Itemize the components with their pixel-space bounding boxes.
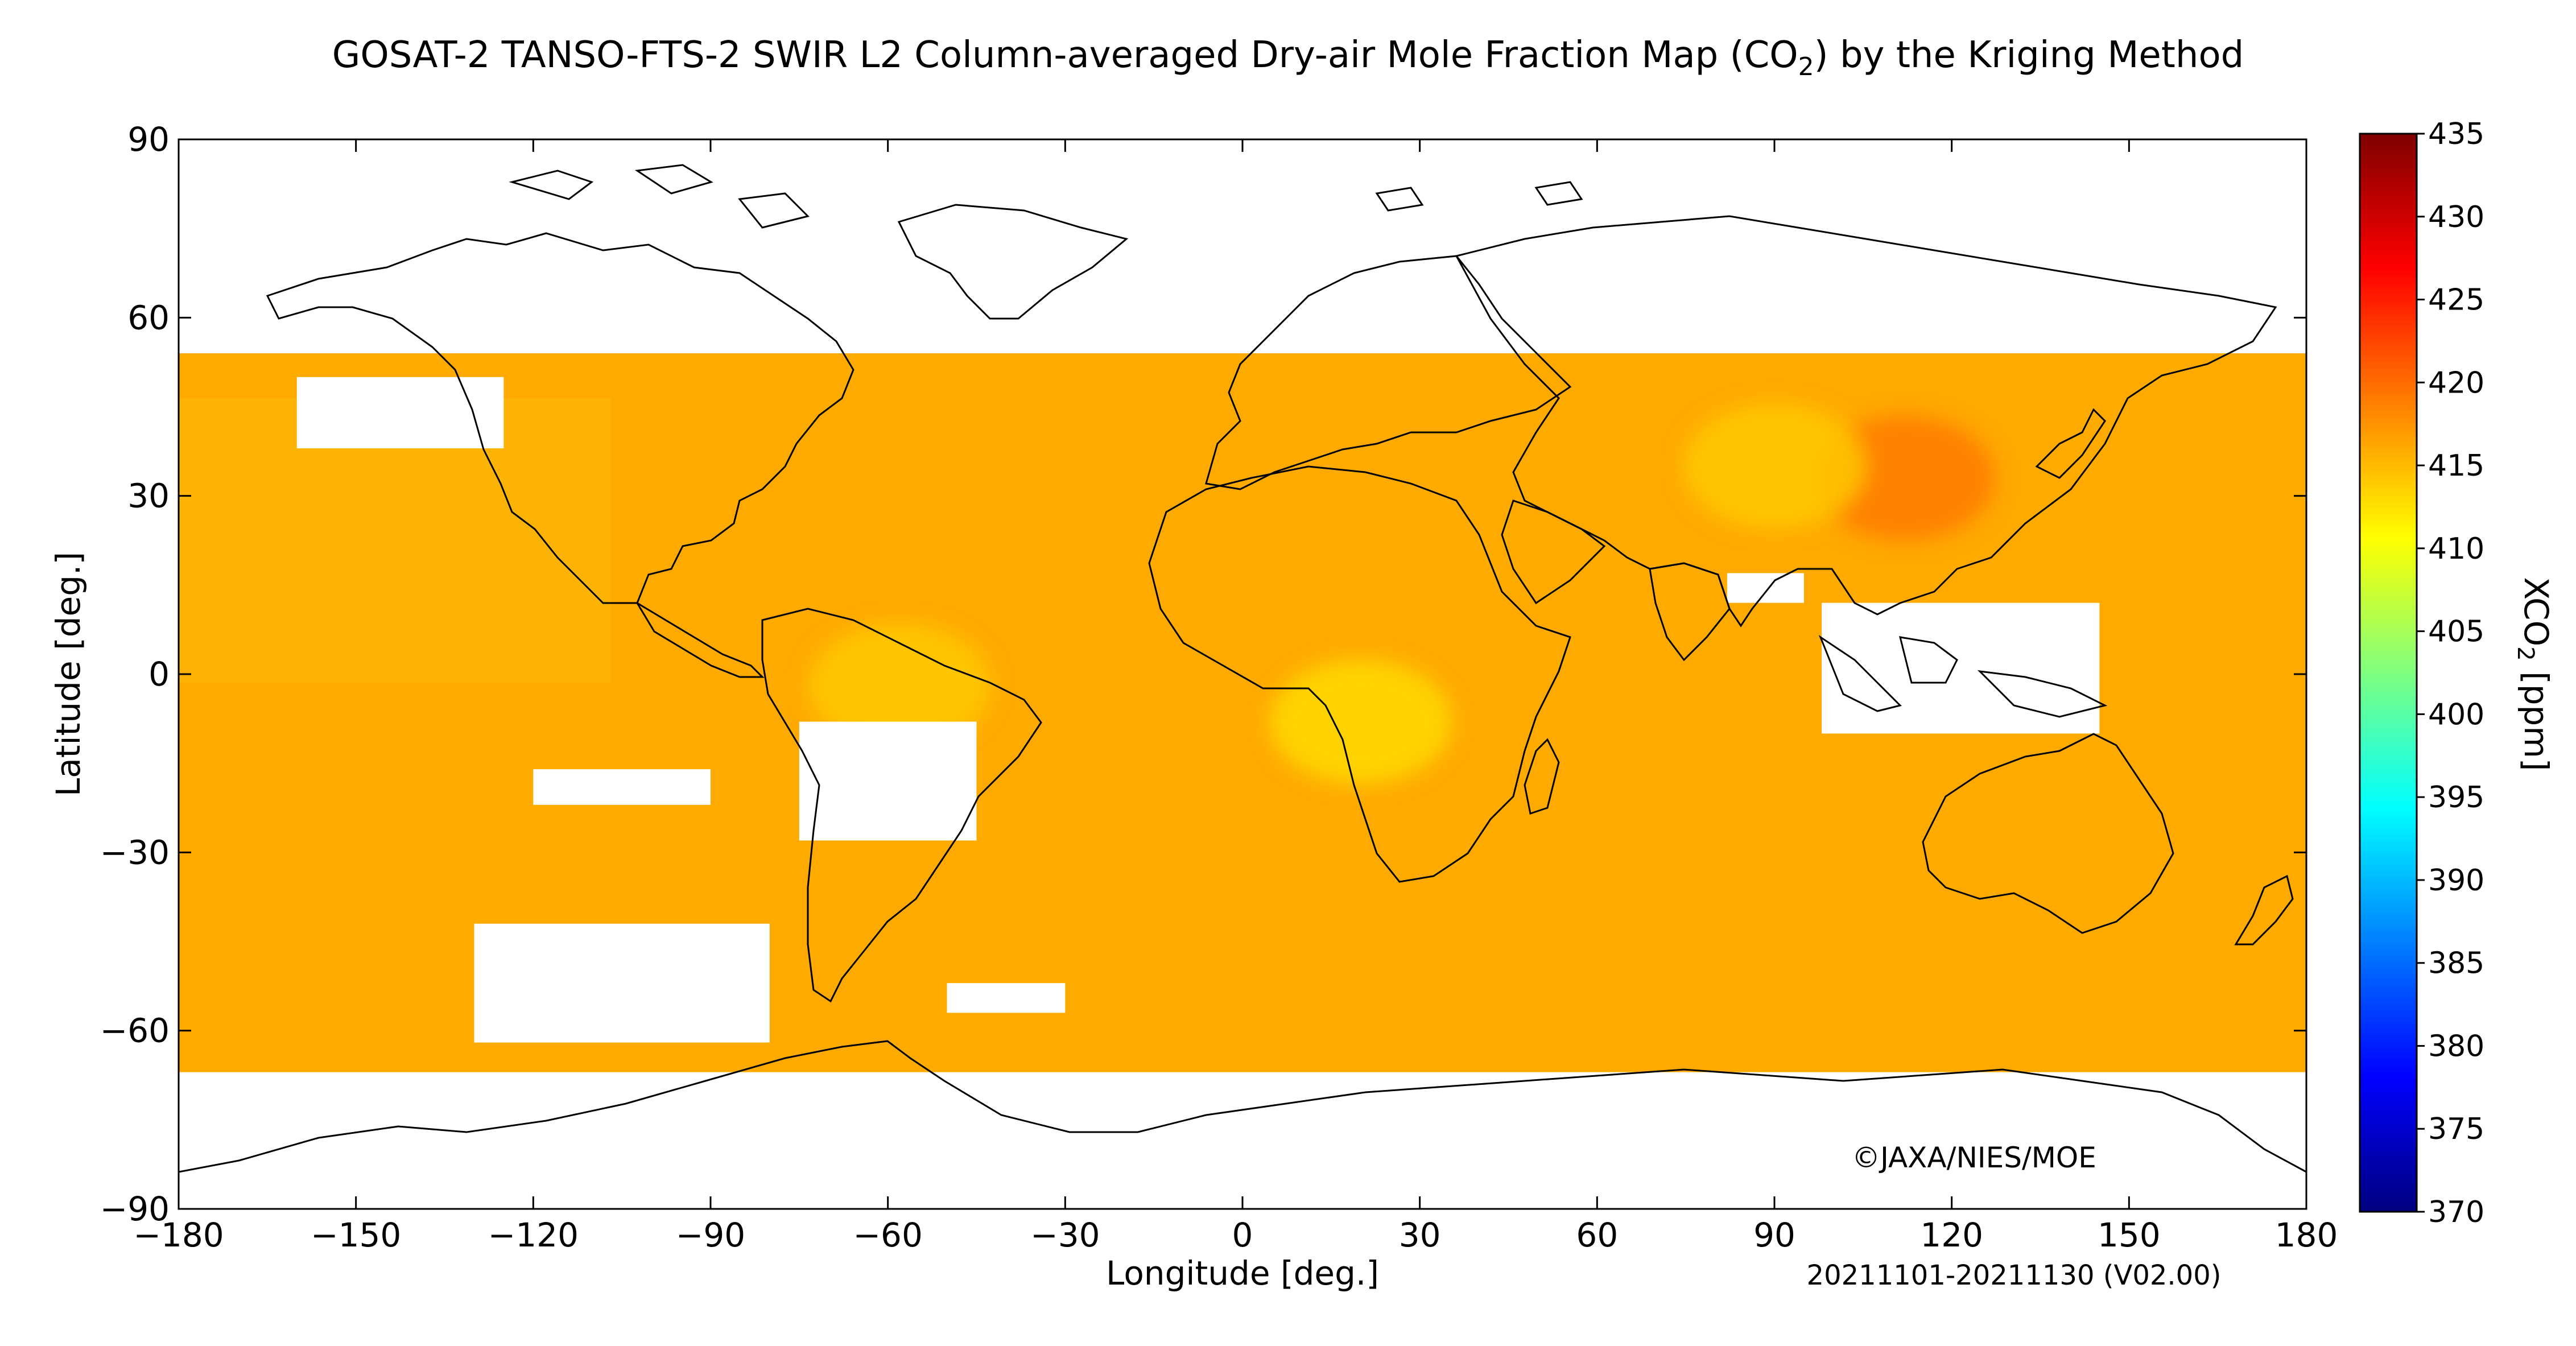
x-tick-label: −120	[488, 1216, 579, 1254]
coastline-new-zealand	[2234, 874, 2294, 945]
xco2-anomalies	[808, 403, 1996, 785]
missing-data-regions	[179, 139, 2306, 1209]
colorbar-tick-label: 375	[2428, 1112, 2484, 1146]
x-tick-label: 180	[2275, 1216, 2338, 1254]
y-tick-label: 60	[127, 298, 170, 337]
chart-title-end: ) by the Kriging Method	[1814, 34, 2244, 76]
coastline-europe	[1205, 255, 1572, 490]
xco2-anomaly	[808, 623, 991, 749]
missing-data-region	[179, 139, 2306, 353]
missing-data-region	[947, 983, 1066, 1013]
coastline-central-america	[636, 602, 765, 678]
xco2-anomaly	[1269, 659, 1452, 785]
colorbar-tick-label: 395	[2428, 781, 2484, 815]
chart-title-subscript: 2	[1798, 52, 1814, 81]
coastline-arabia	[1501, 499, 1606, 605]
y-tick-label: 30	[127, 477, 170, 515]
x-axis-ticks: −180 −150 −120 −90 −60 −30 0 30 60 90 120 150 180	[133, 139, 2338, 1254]
colorbar-tick-label: 385	[2428, 947, 2484, 981]
coastline-japan	[2035, 408, 2106, 479]
period-label: 20211101-20211130 (V02.00)	[1807, 1260, 2222, 1291]
y-tick-label: 0	[148, 655, 170, 693]
missing-data-region	[296, 377, 504, 449]
colorbar-tick-label: 435	[2428, 117, 2484, 151]
missing-data-region	[474, 923, 770, 1043]
x-tick-label: 0	[1232, 1216, 1253, 1254]
coastline-south-america	[761, 608, 1042, 1003]
x-tick-label: −60	[853, 1216, 922, 1254]
coastline-north-america	[266, 232, 854, 604]
map-area	[177, 138, 2307, 1210]
xco2-anomaly	[1683, 403, 1865, 529]
colorbar-gradient	[2359, 133, 2418, 1213]
missing-data-region	[533, 769, 711, 805]
x-tick-label: −30	[1030, 1216, 1100, 1254]
colorbar-tick-label: 420	[2428, 366, 2484, 400]
colorbar-tick-label: 425	[2428, 283, 2484, 317]
x-tick-label: −180	[133, 1216, 224, 1254]
colorbar-tick-label: 430	[2428, 200, 2484, 234]
coastline-arctic-islands	[509, 164, 1583, 229]
x-tick-label: 30	[1399, 1216, 1441, 1254]
coastline-maritime-continent	[1818, 635, 2108, 718]
coastline-antarctica	[179, 1040, 2306, 1173]
x-axis-label: Longitude [deg.]	[1106, 1254, 1379, 1293]
colorbar-label-subscript: 2	[2512, 646, 2538, 660]
chart-title: GOSAT-2 TANSO-FTS-2 SWIR L2 Column-avera…	[332, 34, 2244, 81]
colorbar-tick-label: 380	[2428, 1029, 2484, 1063]
x-tick-label: 90	[1753, 1216, 1795, 1254]
x-tick-label: 150	[2098, 1216, 2161, 1254]
colorbar-tick-label: 370	[2428, 1195, 2484, 1229]
copyright-notice: ©JAXA/NIES/MOE	[1852, 1141, 2096, 1174]
colorbar-ticks: 435 430 425 420 415 410 405 400 395 390 385 380 375 3…	[2417, 117, 2484, 1229]
colorbar-tick-label: 415	[2428, 449, 2484, 483]
x-tick-label: 60	[1576, 1216, 1618, 1254]
coastline-madagascar	[1524, 738, 1560, 815]
coastline-india	[1649, 562, 1731, 662]
coastlines	[179, 164, 2306, 1173]
y-tick-label: −90	[100, 1190, 170, 1228]
missing-data-region	[1822, 602, 2100, 734]
chart-title-main: GOSAT-2 TANSO-FTS-2 SWIR L2 Column-avera…	[332, 34, 1798, 76]
y-tick-label: −60	[100, 1011, 170, 1050]
coastline-africa	[1148, 465, 1571, 883]
colorbar-tick-label: 405	[2428, 615, 2484, 649]
colorbar: 435 430 425 420 415 410 405 400 395 390 385 380 375 3…	[2359, 117, 2556, 1229]
colorbar-tick-label: 390	[2428, 864, 2484, 898]
colorbar-label-unit: [ppm]	[2517, 661, 2556, 771]
y-axis-label: Latitude [deg.]	[49, 552, 88, 796]
colorbar-label: XCO2 [ppm]	[2512, 577, 2556, 771]
y-axis-ticks: 90 60 30 0 −30 −60 −90	[100, 120, 2306, 1228]
coastline-australia	[1922, 733, 2174, 934]
y-tick-label: 90	[127, 120, 170, 159]
x-tick-label: −150	[311, 1216, 401, 1254]
y-tick-label: −30	[100, 833, 170, 872]
x-tick-label: 120	[1920, 1216, 1983, 1254]
missing-data-region	[179, 1072, 2306, 1209]
colorbar-tick-label: 410	[2428, 532, 2484, 566]
missing-data-region	[799, 721, 977, 841]
colorbar-tick-label: 400	[2428, 697, 2484, 732]
colorbar-label-main: XCO	[2517, 577, 2556, 647]
x-tick-label: −90	[676, 1216, 745, 1254]
coastline-greenland	[897, 204, 1129, 320]
missing-data-region	[1727, 573, 1804, 603]
